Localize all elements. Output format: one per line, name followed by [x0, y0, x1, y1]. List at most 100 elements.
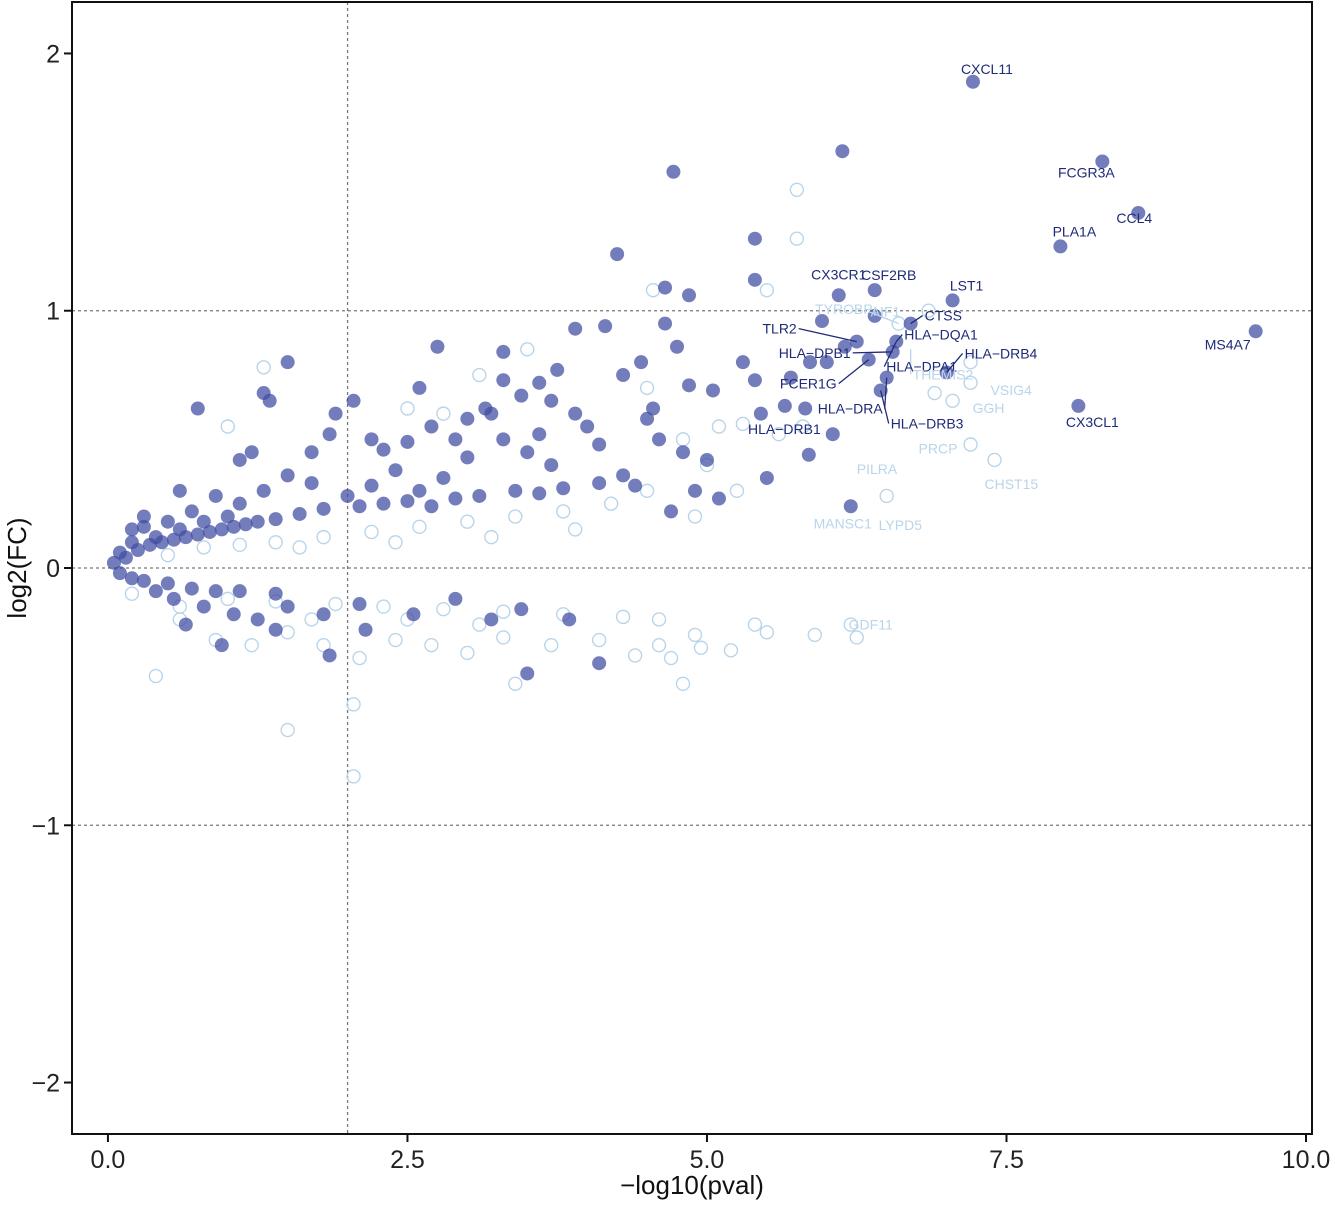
data-point-significant	[118, 550, 133, 565]
data-point-significant	[448, 432, 463, 447]
data-point-significant	[124, 571, 139, 586]
data-point-significant	[304, 476, 319, 491]
label-leader-line	[852, 351, 893, 354]
data-point-significant	[166, 591, 181, 606]
data-point-nonsignificant	[807, 627, 823, 643]
data-point-significant	[196, 599, 211, 614]
data-point-nonsignificant	[316, 529, 331, 545]
data-point-significant	[711, 491, 726, 506]
data-point-significant	[759, 470, 774, 485]
y-tick-label: 1	[46, 298, 60, 326]
label-leader-line	[838, 359, 870, 385]
gene-label: PRCP	[919, 441, 958, 457]
data-point-significant	[580, 419, 595, 434]
gene-label: LST1	[950, 277, 984, 293]
data-point-significant	[682, 288, 697, 303]
data-point-significant	[532, 427, 547, 442]
data-point-significant	[322, 427, 337, 442]
data-point-nonsignificant	[148, 668, 164, 684]
data-point-nonsignificant	[663, 650, 679, 666]
data-point-significant	[598, 319, 613, 334]
data-point-nonsignificant	[328, 596, 343, 612]
data-point-significant	[160, 514, 175, 529]
gene-label: HLA−DRB1	[748, 421, 821, 437]
data-point-significant	[316, 501, 331, 516]
data-point-nonsignificant	[268, 535, 283, 550]
gene-label: CSF2RB	[861, 267, 916, 283]
data-point-significant	[112, 566, 127, 581]
data-point-significant	[184, 504, 199, 519]
data-point-significant	[556, 481, 571, 496]
data-point-significant	[1095, 154, 1110, 169]
data-point-nonsignificant	[627, 648, 643, 663]
data-point-significant	[798, 401, 813, 416]
x-axis: 0.0 2.5 5.0 7.5 10.0	[91, 1134, 1330, 1174]
data-point-significant	[568, 321, 583, 336]
data-point-nonsignificant	[843, 617, 858, 632]
data-point-significant	[801, 447, 816, 462]
data-point-nonsignificant	[160, 547, 176, 563]
data-point-nonsignificant	[244, 637, 259, 653]
data-point-nonsignificant	[987, 452, 1002, 468]
data-point-nonsignificant	[789, 182, 805, 198]
data-point-significant	[592, 476, 607, 491]
label-leader-line	[946, 353, 964, 373]
data-point-nonsignificant	[771, 427, 787, 442]
data-point-nonsignificant	[687, 509, 703, 524]
data-point-significant	[322, 648, 337, 663]
data-point-significant	[346, 393, 361, 408]
data-point-significant	[106, 555, 121, 570]
data-point-significant	[634, 355, 649, 370]
data-point-significant	[178, 617, 193, 632]
data-point-nonsignificant	[232, 537, 247, 553]
data-point-nonsignificant	[472, 367, 487, 383]
data-point-significant	[226, 607, 241, 622]
data-point-nonsignificant	[124, 586, 140, 601]
data-point-significant	[803, 355, 818, 370]
data-point-significant	[136, 519, 151, 534]
data-point-significant	[352, 499, 367, 514]
data-point-significant	[592, 437, 607, 452]
data-point-nonsignificant	[591, 632, 607, 648]
data-point-significant	[699, 452, 714, 467]
data-point-significant	[520, 445, 535, 460]
data-point-significant	[328, 406, 343, 421]
data-point-significant	[610, 247, 625, 262]
x-tick-label: 0.0	[91, 1146, 126, 1174]
data-point-significant	[250, 612, 265, 627]
data-point-nonsignificant	[651, 612, 667, 627]
data-point-significant	[592, 656, 607, 671]
gene-label: TLR2	[762, 321, 796, 337]
data-point-nonsignificant	[388, 535, 403, 550]
data-point-significant	[430, 339, 445, 354]
data-point-nonsignificant	[723, 643, 739, 658]
data-point-nonsignificant	[412, 519, 427, 535]
data-point-significant	[448, 491, 463, 506]
data-point-nonsignificant	[675, 676, 691, 691]
data-point-nonsignificant	[615, 609, 631, 625]
data-point-significant	[965, 74, 980, 89]
data-point-significant	[154, 535, 169, 550]
data-point-significant	[208, 584, 223, 599]
gene-label: GGH	[973, 400, 1005, 416]
gene-label: HLA−DPA1	[886, 359, 957, 375]
data-point-nonsignificant	[376, 599, 391, 614]
gene-label: CX3CR1	[811, 266, 866, 282]
data-point-nonsignificant	[693, 640, 709, 655]
data-point-significant	[682, 378, 697, 393]
data-point-significant	[412, 380, 427, 395]
data-point-significant	[628, 478, 643, 493]
gene-label: FCGR3A	[1058, 165, 1115, 181]
data-point-nonsignificant	[747, 617, 763, 632]
x-tick-label: 5.0	[690, 1146, 725, 1174]
data-point-significant	[178, 530, 193, 545]
data-point-nonsignificant	[556, 504, 571, 519]
reference-lines	[72, 2, 1312, 1134]
data-point-significant	[280, 355, 295, 370]
data-point-nonsignificant	[735, 416, 751, 432]
data-point-significant	[640, 411, 655, 426]
data-point-nonsignificant	[352, 650, 367, 666]
data-point-significant	[376, 442, 391, 457]
data-point-nonsignificant	[496, 630, 511, 645]
